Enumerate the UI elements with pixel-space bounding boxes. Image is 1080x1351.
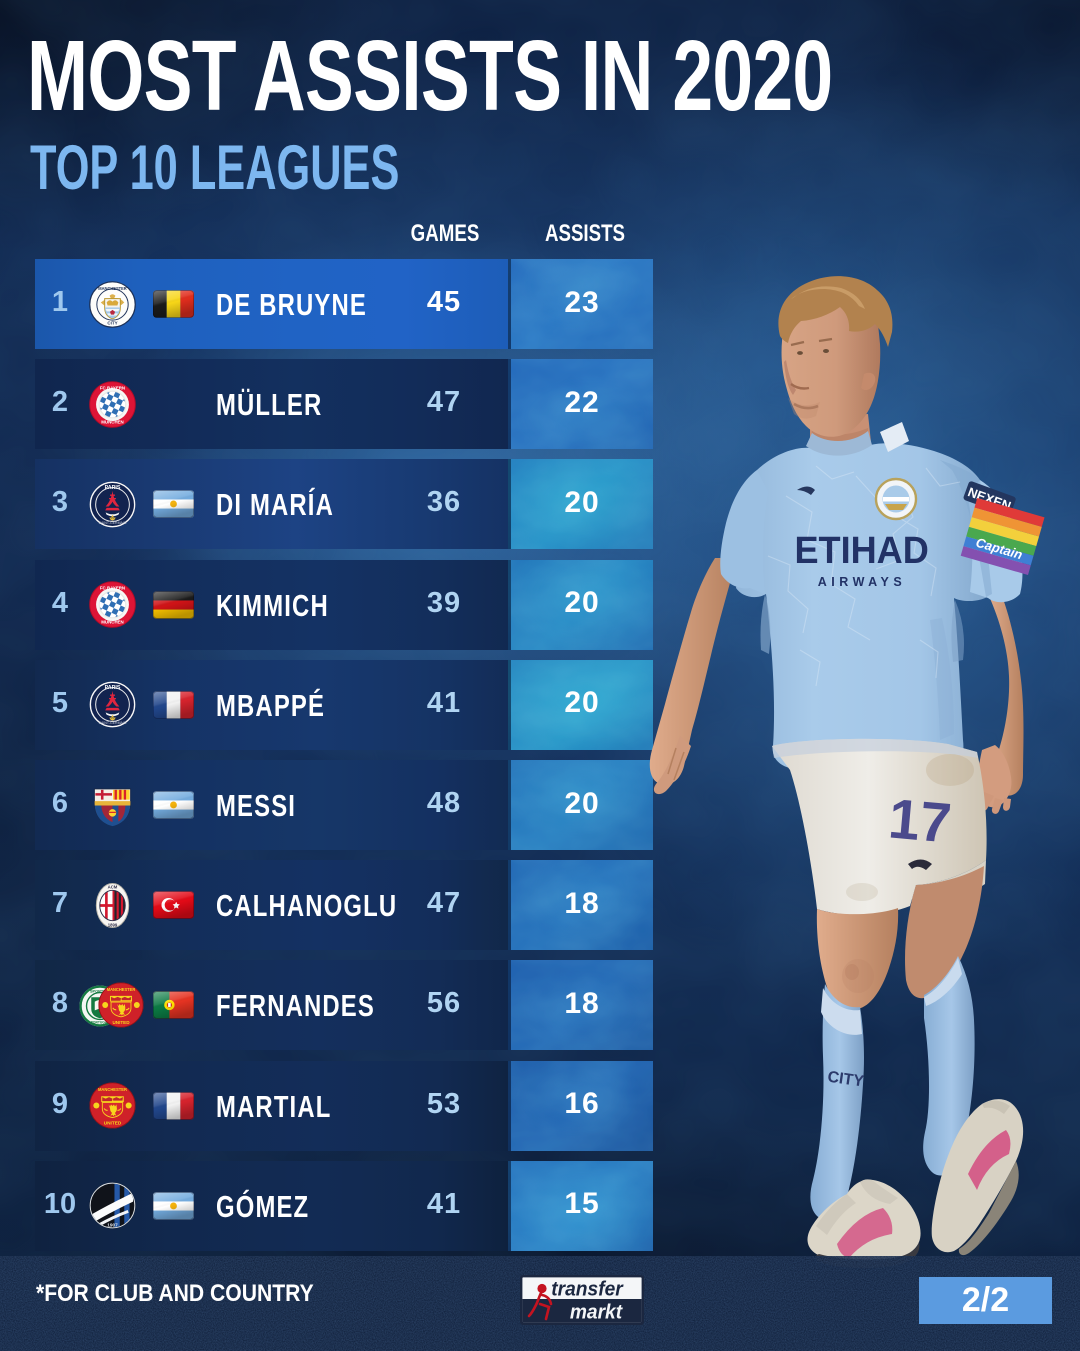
svg-text:CITY: CITY [826,1069,865,1091]
svg-text:PARIS: PARIS [105,485,121,491]
svg-text:AIRWAYS: AIRWAYS [818,575,906,589]
svg-text:UNITED: UNITED [112,1020,130,1025]
svg-text:MÜNCHEN: MÜNCHEN [101,418,124,424]
svg-text:MANCHESTER: MANCHESTER [98,1087,128,1092]
svg-text:CITY: CITY [107,320,117,325]
svg-text:FC BAYERN: FC BAYERN [100,385,126,390]
svg-text:MANCHESTER: MANCHESTER [98,285,126,290]
svg-text:UNITED: UNITED [104,1121,122,1126]
svg-text:17: 17 [886,786,954,854]
svg-text:SAINT-GERMAIN: SAINT-GERMAIN [99,521,127,525]
svg-text:FC BAYERN: FC BAYERN [100,585,126,590]
svg-text:SAINT-GERMAIN: SAINT-GERMAIN [99,721,127,725]
svg-text:MÜNCHEN: MÜNCHEN [101,618,124,624]
svg-text:PARIS: PARIS [105,686,121,692]
svg-text:ACM: ACM [108,884,118,889]
svg-text:markt: markt [570,1301,624,1323]
svg-text:SPORTING: SPORTING [90,990,110,994]
svg-text:1899: 1899 [108,922,118,927]
svg-text:MANCHESTER: MANCHESTER [107,987,136,992]
svg-text:transfer: transfer [551,1278,624,1300]
svg-text:PORTUGAL: PORTUGAL [91,1021,110,1025]
svg-text:ETIHAD: ETIHAD [794,528,928,571]
svg-text:1907: 1907 [107,1223,118,1228]
